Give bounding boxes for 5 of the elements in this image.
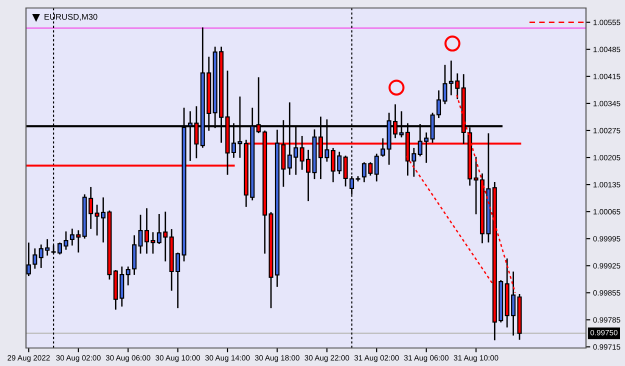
candlestick [374,154,379,182]
candlestick [380,138,386,157]
candlestick [26,242,31,276]
text: EURUSD,M30 [44,14,98,21]
candlestick [32,248,38,269]
